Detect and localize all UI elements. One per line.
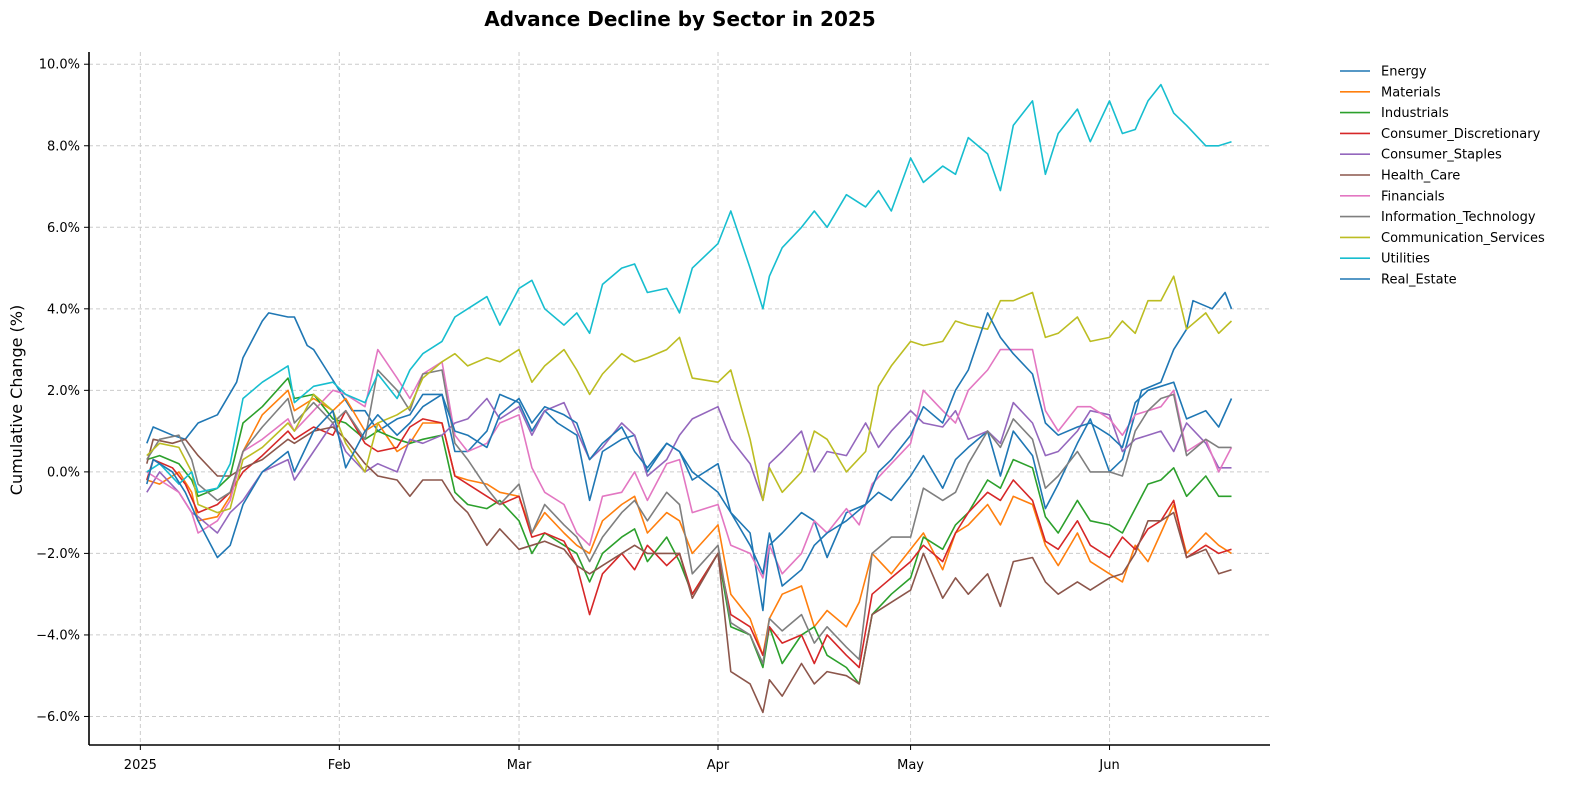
- series-line-financials: [146, 348, 1233, 579]
- legend-item: Financials: [1340, 189, 1445, 204]
- series-line-health-care: [146, 426, 1232, 714]
- legend-item: Materials: [1340, 85, 1441, 100]
- legend-label: Health_Care: [1381, 169, 1460, 184]
- legend-item: Industrials: [1340, 106, 1449, 121]
- x-axis-ticks: 2025 Feb Mar Apr May Jun: [124, 745, 1120, 773]
- legend-label: Energy: [1381, 65, 1427, 80]
- y-tick-label: 8.0%: [47, 139, 80, 154]
- x-tick-label: Feb: [328, 758, 351, 773]
- y-tick-label: −2.0%: [36, 547, 80, 562]
- y-tick-label: −4.0%: [36, 628, 80, 643]
- y-tick-label: 2.0%: [47, 384, 80, 399]
- legend-item: Health_Care: [1340, 169, 1460, 184]
- legend-item: Consumer_Discretionary: [1340, 127, 1541, 142]
- y-tick-label: −6.0%: [36, 710, 80, 725]
- y-tick-label: 4.0%: [47, 302, 80, 317]
- y-tick-label: 0.0%: [47, 465, 80, 480]
- series-line-consumer-discretionary: [146, 409, 1232, 669]
- legend-item: Utilities: [1340, 252, 1430, 267]
- series-line-information-technology: [146, 369, 1232, 665]
- y-axis-label: Cumulative Change (%): [7, 305, 26, 495]
- x-tick-label: 2025: [124, 758, 157, 773]
- legend-label: Financials: [1381, 189, 1445, 204]
- series-line-communication-services: [146, 275, 1233, 514]
- legend-item: Real_Estate: [1340, 273, 1457, 288]
- legend-label: Materials: [1381, 85, 1441, 100]
- legend-item: Energy: [1340, 65, 1427, 80]
- series-line-real-estate: [146, 312, 1233, 587]
- x-tick-label: Apr: [707, 758, 730, 773]
- legend-label: Industrials: [1381, 106, 1449, 121]
- series-line-energy: [146, 291, 1233, 612]
- y-tick-label: 6.0%: [47, 221, 80, 236]
- x-tick-label: Mar: [507, 758, 532, 773]
- legend: Energy Materials Industrials Consumer_Discr…: [1340, 65, 1545, 288]
- series-line-utilities: [146, 83, 1232, 494]
- legend-item: Communication_Services: [1340, 231, 1545, 246]
- legend-item: Consumer_Staples: [1340, 148, 1502, 163]
- legend-label: Consumer_Staples: [1381, 148, 1502, 163]
- chart-title: Advance Decline by Sector in 2025: [484, 7, 875, 31]
- legend-label: Communication_Services: [1381, 231, 1545, 246]
- grid: [89, 52, 1270, 745]
- legend-label: Information_Technology: [1381, 210, 1536, 225]
- x-tick-label: May: [897, 758, 924, 773]
- series-lines: [146, 83, 1233, 714]
- y-tick-label: 10.0%: [39, 58, 80, 73]
- legend-label: Consumer_Discretionary: [1381, 127, 1541, 142]
- legend-item: Information_Technology: [1340, 210, 1536, 225]
- x-tick-label: Jun: [1098, 758, 1119, 773]
- y-axis-ticks: −6.0% −4.0% −2.0% 0.0% 2.0% 4.0% 6.0% 8.0% 10.0%: [36, 58, 89, 725]
- legend-label: Utilities: [1381, 252, 1430, 267]
- axes: [88, 52, 1270, 746]
- legend-label: Real_Estate: [1381, 273, 1457, 288]
